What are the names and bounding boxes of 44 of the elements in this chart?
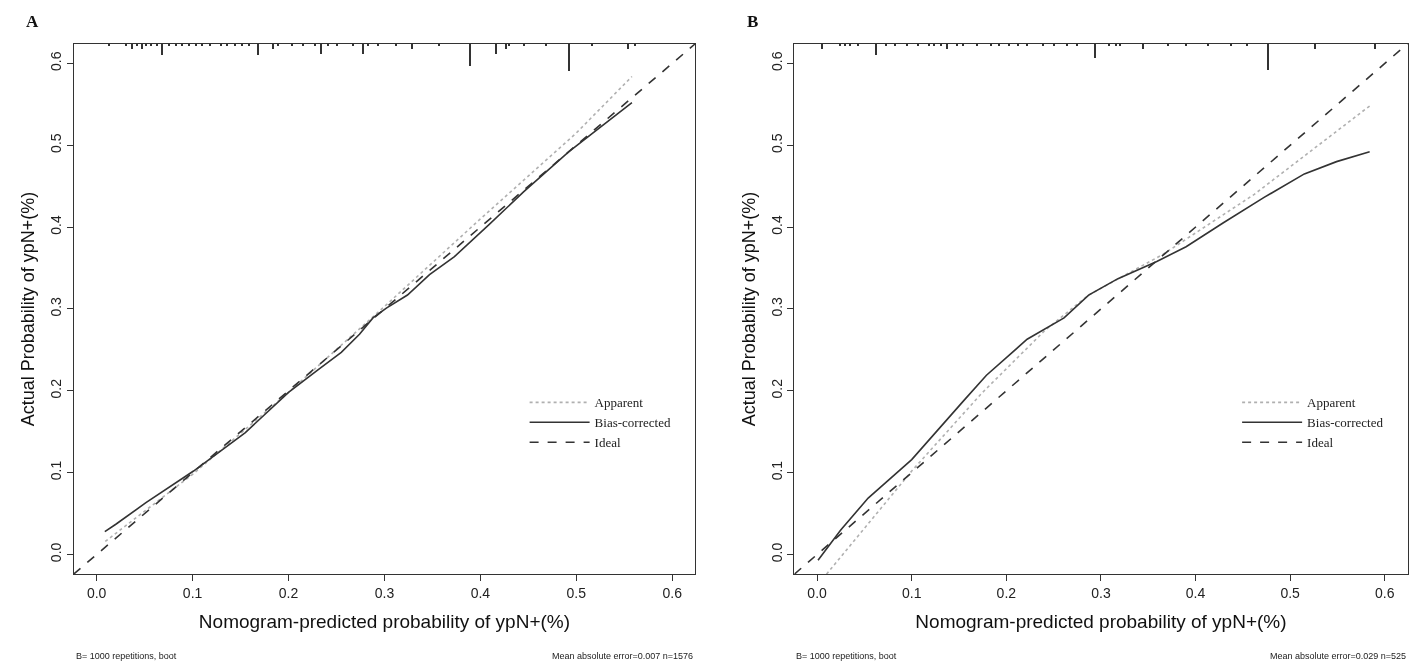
x-tick-label: 0.1: [182, 584, 203, 601]
y-tick-label: 0.4: [48, 215, 65, 235]
y-axis-title: Actual Probability of ypN+(%): [18, 191, 39, 427]
x-tick-label: 0.2: [996, 584, 1017, 601]
y-tick-label: 0.0: [48, 542, 65, 563]
y-axis-title: Actual Probability of ypN+(%): [738, 191, 759, 427]
legend-label: Apparent: [1307, 395, 1356, 411]
y-tick-label: 0.1: [48, 460, 65, 481]
text: Mean absolute error=0.029 n=525: [1270, 651, 1407, 661]
x-tick-label: 0.5: [566, 584, 587, 601]
y-tick-label: 0.3: [48, 296, 65, 317]
x-tick-label: 0.3: [1091, 584, 1111, 601]
x-tick-label: 0.2: [278, 584, 299, 601]
x-tick-label: 0.0: [807, 584, 828, 601]
y-tick-label: 0.3: [768, 296, 785, 317]
x-tick-label: 0.0: [86, 584, 107, 601]
legend-label: Ideal: [594, 435, 621, 451]
chart-title: B: [747, 12, 759, 31]
text: Mean absolute error=0.007 n=1576: [552, 651, 694, 661]
x-tick-label: 0.6: [1375, 584, 1395, 601]
y-tick-label: 0.5: [48, 133, 65, 153]
x-tick-label: 0.4: [470, 584, 491, 601]
y-tick-label: 0.2: [768, 378, 785, 399]
y-tick-label: 0.0: [768, 542, 785, 563]
legend-label: Ideal: [1307, 435, 1334, 451]
x-axis-title: Nomogram-predicted probability of ypN+(%): [198, 610, 571, 632]
x-tick-label: 0.5: [1280, 584, 1301, 601]
y-tick-label: 0.2: [48, 378, 65, 399]
text: B= 1000 repetitions, boot: [796, 651, 897, 661]
y-tick-label: 0.5: [768, 133, 785, 153]
x-tick-label: 0.4: [1185, 584, 1206, 601]
chart-title: A: [26, 12, 39, 31]
text: B= 1000 repetitions, boot: [76, 651, 177, 661]
y-tick-label: 0.6: [768, 51, 785, 72]
legend-label: Bias-corrected: [1307, 415, 1384, 431]
x-tick-label: 0.6: [662, 584, 683, 601]
x-tick-label: 0.3: [374, 584, 395, 601]
legend-label: Apparent: [594, 395, 644, 411]
x-tick-label: 0.1: [901, 584, 922, 601]
legend-label: Bias-corrected: [594, 415, 671, 431]
y-tick-label: 0.6: [48, 51, 65, 72]
y-tick-label: 0.1: [768, 460, 785, 481]
x-axis-title: Nomogram-predicted probability of ypN+(%): [915, 610, 1287, 632]
y-tick-label: 0.4: [768, 215, 785, 235]
